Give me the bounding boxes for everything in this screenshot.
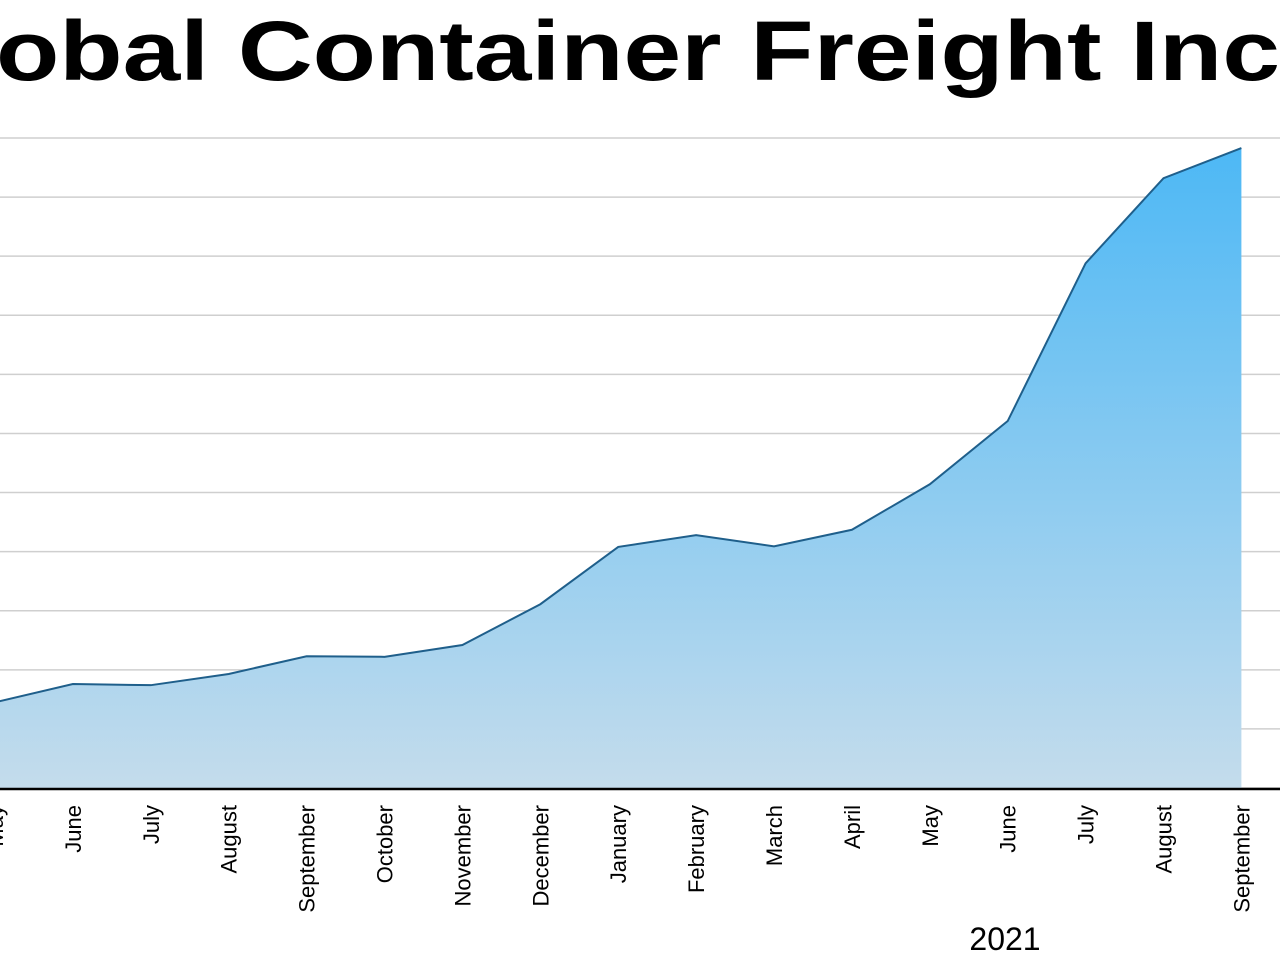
- chart-title: obal Container Freight Inc: [0, 4, 1280, 98]
- x-tick-label: September: [295, 805, 320, 913]
- area: [0, 148, 1242, 788]
- year-label: 2021: [969, 921, 1040, 957]
- x-tick-label: August: [1152, 805, 1177, 874]
- x-tick-label: November: [450, 805, 475, 906]
- line: [0, 147, 1242, 703]
- x-tick-label: December: [528, 805, 553, 906]
- x-tick-label: May: [0, 805, 8, 847]
- x-tick-label: June: [996, 805, 1021, 853]
- x-tick-label: June: [61, 805, 86, 853]
- x-tick-label: July: [1074, 805, 1099, 844]
- x-tick-label: July: [139, 805, 164, 844]
- x-tick-label: March: [762, 805, 787, 866]
- x-tick-label: October: [373, 805, 398, 883]
- x-tick-label: May: [918, 805, 943, 847]
- x-tick-label: February: [684, 805, 709, 893]
- x-tick-label: September: [1229, 805, 1254, 913]
- x-tick-label: August: [217, 805, 242, 874]
- x-tick-label: January: [606, 805, 631, 883]
- x-tick-label: April: [840, 805, 865, 849]
